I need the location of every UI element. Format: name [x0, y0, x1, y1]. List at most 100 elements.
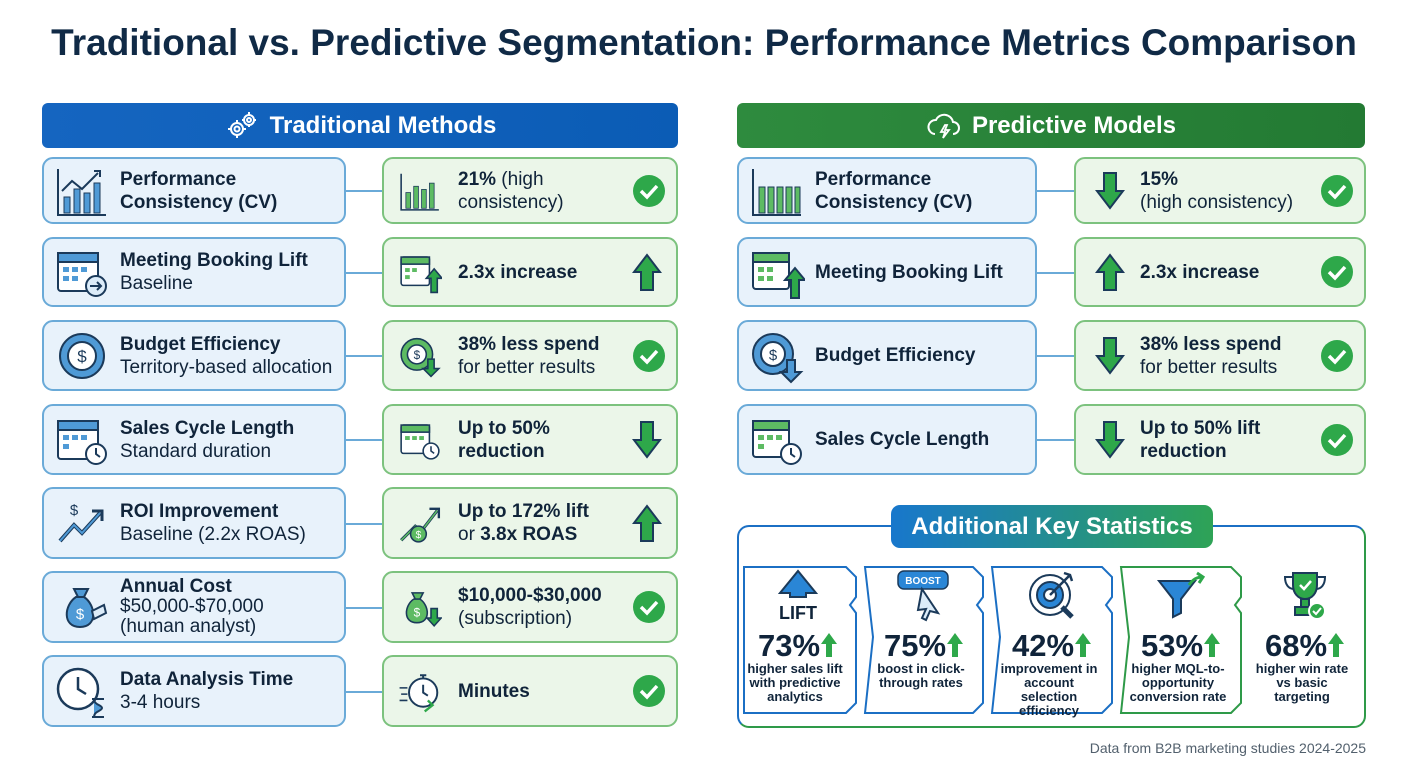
calendar-clock-icon [752, 419, 802, 465]
trend-dollar-icon: $ [400, 507, 441, 543]
trad-row-booking: Meeting Booking Lift Baseline [42, 237, 346, 307]
money-bag-down-icon: $ [405, 592, 442, 628]
pred-result-note: for better results [1140, 356, 1278, 378]
pred-metric: Performance Consistency (CV) [815, 168, 973, 213]
trad-result-value: 38% less spend [458, 333, 600, 355]
connector [346, 691, 382, 693]
stat-card: 53% higher MQL-to-opportunity conversion… [1119, 566, 1243, 725]
svg-text:$: $ [416, 530, 422, 541]
check-icon [1321, 174, 1353, 207]
stat-value: 73% [757, 628, 821, 663]
stat-card: 68% higher win rate vs basic targeting [1245, 566, 1365, 725]
connector [346, 523, 382, 525]
connector [1037, 272, 1074, 274]
trad-sub: 3-4 hours [120, 692, 201, 713]
trad-row-consistency: Performance Consistency (CV) [42, 157, 346, 224]
cursor-icon: BOOST [897, 570, 949, 622]
stat-value: 75% [883, 628, 947, 663]
stat-desc: higher MQL-to-opportunity conversion rat… [1129, 661, 1227, 704]
pred-metric: Budget Efficiency [815, 345, 976, 366]
connector [1037, 190, 1074, 192]
footer-source: Data from B2B marketing studies 2024-202… [1089, 740, 1366, 756]
trend-up-icon: $ [58, 502, 104, 543]
trad-result-value: 2.3x increase [458, 261, 578, 283]
trad-sub: Baseline (2.2x ROAS) [120, 524, 306, 545]
trad-sub: Baseline [120, 273, 193, 294]
trad-result-booking: 2.3x increase [382, 237, 678, 307]
stat-value: 42% [1011, 628, 1075, 663]
trad-result-cycle: Up to 50% reduction [382, 404, 678, 475]
calendar-up-icon [752, 252, 805, 299]
money-bag-icon: $ [65, 588, 108, 629]
target-icon [1029, 571, 1074, 619]
check-icon [633, 174, 665, 207]
check-icon [633, 591, 665, 623]
check-icon [1321, 339, 1353, 372]
pred-result-value: Up to 50% lift reduction [1140, 417, 1261, 462]
pred-row-cycle: Sales Cycle Length [737, 404, 1037, 475]
trad-row-cost: $ Annual Cost $50,000-$70,000 (human anal… [42, 571, 346, 643]
check-icon [633, 675, 665, 707]
traditional-header-label: Traditional Methods [269, 111, 497, 139]
arrow-up-icon [631, 504, 663, 542]
trad-sub: $50,000-$70,000 (human analyst) [120, 596, 264, 637]
pred-row-consistency: Performance Consistency (CV) [737, 157, 1037, 224]
svg-text:$: $ [769, 347, 778, 364]
pred-result-value: 2.3x increase [1140, 261, 1260, 283]
coin-down-icon: $ [400, 337, 441, 378]
arrow-down-icon [1095, 336, 1125, 375]
trad-row-budget: $ Budget Efficiency Territory-based alloc… [42, 320, 346, 391]
trad-result-value: 21% [458, 168, 497, 190]
connector [346, 190, 382, 192]
trad-row-analysis: Data Analysis Time 3-4 hours [42, 655, 346, 727]
arrow-up-icon [1204, 632, 1221, 657]
trad-result-consistency: 21% (high consistency) [382, 157, 678, 224]
trad-result-value: Up to 50% reduction [458, 417, 550, 462]
connector [1037, 439, 1074, 441]
svg-text:$: $ [76, 606, 85, 623]
stat-desc: higher win rate vs basic targeting [1255, 661, 1349, 704]
arrow-up-icon [1095, 253, 1125, 291]
funnel-icon [1156, 571, 1206, 619]
page-title: Traditional vs. Predictive Segmentation:… [51, 22, 1357, 63]
additional-stats-header: Additional Key Statistics [891, 505, 1213, 548]
trad-result-value: $10,000-$30,000 [458, 585, 602, 606]
trad-result-budget: $ 38% less spend for better results [382, 320, 678, 391]
trad-metric: Performance Consistency (CV) [120, 168, 278, 213]
pred-row-booking: Meeting Booking Lift [737, 237, 1037, 307]
trad-result-roi: $ Up to 172% lift or 3.8x ROAS [382, 487, 678, 559]
svg-text:$: $ [77, 347, 87, 366]
trad-result-note: (high consistency) [458, 168, 564, 213]
bar-chart-icon [752, 168, 801, 216]
arrow-up-icon: LIFT [777, 569, 819, 623]
trad-metric: Meeting Booking Lift [120, 250, 308, 271]
trad-row-cycle: Sales Cycle Length Standard duration [42, 404, 346, 475]
check-icon [1321, 423, 1353, 456]
pred-result-note: (high consistency) [1140, 191, 1294, 213]
lift-label: LIFT [779, 603, 817, 623]
bar-chart-icon [400, 173, 439, 211]
predictive-header-label: Predictive Models [971, 111, 1177, 139]
arrow-up-icon [1328, 632, 1345, 657]
pred-result-value: 15% [1140, 168, 1179, 190]
arrow-up-icon [821, 632, 838, 657]
coin-down-icon: $ [752, 332, 804, 383]
pred-result-budget: 38% less spend for better results [1074, 320, 1366, 391]
trad-result-note: or [458, 524, 481, 545]
arrow-up-icon [947, 632, 964, 657]
trad-metric: Data Analysis Time [120, 669, 294, 690]
clock-hourglass-icon [56, 667, 104, 718]
arrow-down-icon [631, 420, 663, 459]
stat-desc: higher sales lift with predictive analyt… [747, 661, 843, 704]
pred-result-cycle: Up to 50% lift reduction [1074, 404, 1366, 475]
trad-metric: Sales Cycle Length [120, 417, 295, 439]
trad-result-analysis: Minutes [382, 655, 678, 727]
stat-desc: improvement in account selection efficie… [1000, 661, 1098, 718]
cloud-bolt-icon [927, 113, 960, 139]
check-icon [1321, 256, 1353, 288]
arrow-down-icon [1095, 171, 1125, 210]
stat-value: 68% [1264, 628, 1328, 663]
stat-value: 53% [1140, 628, 1204, 663]
connector [346, 607, 382, 609]
boost-label: BOOST [905, 576, 941, 587]
